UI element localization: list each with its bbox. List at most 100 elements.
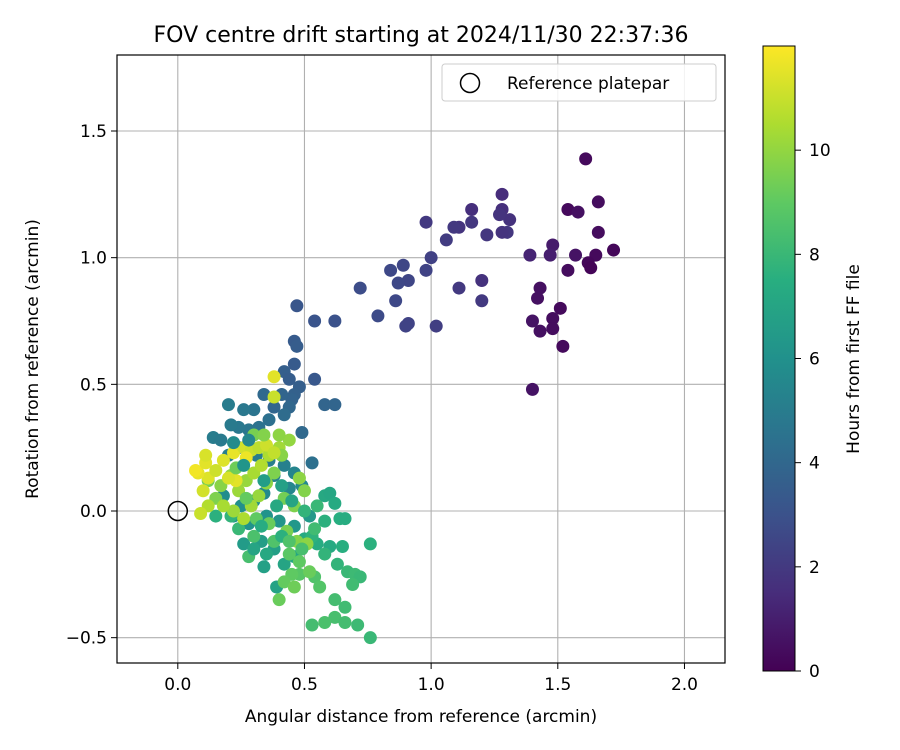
scatter-point: [275, 479, 289, 493]
plot-frame: [116, 54, 726, 664]
scatter-point: [363, 537, 377, 551]
y-tick-label: 0.5: [80, 375, 107, 395]
scatter-point: [452, 281, 466, 295]
scatter-point: [330, 557, 344, 571]
scatter-point: [247, 529, 261, 543]
scatter-point: [591, 195, 605, 209]
scatter-point: [318, 547, 332, 561]
scatter-point: [399, 319, 413, 333]
scatter-point: [465, 215, 479, 229]
scatter-point: [328, 314, 342, 328]
scatter-point: [591, 225, 605, 239]
scatter-point: [290, 339, 304, 353]
legend-box: [441, 63, 717, 102]
scatter-point: [371, 309, 385, 323]
scatter-point: [216, 499, 230, 513]
scatter-point: [254, 458, 268, 472]
scatter-point: [259, 547, 273, 561]
scatter-point: [424, 251, 438, 265]
scatter-point: [209, 509, 223, 523]
scatter-point: [267, 446, 281, 460]
colorbar-ticks: 0 2 4 6 8 10: [795, 141, 831, 682]
scatter-point: [525, 314, 539, 328]
colorbar-tick-label: 8: [809, 245, 820, 265]
scatter-point: [495, 225, 509, 239]
scatter-point: [214, 433, 228, 447]
scatter-point: [305, 618, 319, 632]
scatter-point: [396, 258, 410, 272]
scatter-point: [533, 324, 547, 338]
scatter-point: [308, 314, 322, 328]
x-tick-label: 1.0: [418, 675, 445, 695]
scatter-point: [335, 539, 349, 553]
scatter-point: [525, 382, 539, 396]
scatter-point: [232, 522, 246, 536]
scatter-point: [571, 205, 585, 219]
scatter-point: [310, 499, 324, 513]
scatter-point: [237, 458, 251, 472]
scatter-point: [262, 413, 276, 427]
scatter-point: [308, 522, 322, 536]
scatter-point: [447, 220, 461, 234]
scatter-point: [267, 466, 281, 480]
scatter-point: [328, 593, 342, 607]
x-axis-ticks: 0.0 0.5 1.0 1.5 2.0: [164, 663, 698, 695]
scatter-point: [475, 273, 489, 287]
scatter-point: [257, 387, 271, 401]
y-axis-ticks: −0.5 0.0 0.5 1.0 1.5: [66, 122, 117, 649]
scatter-point: [277, 408, 291, 422]
scatter-point: [297, 484, 311, 498]
scatter-point: [209, 463, 223, 477]
scatter-point: [194, 507, 208, 521]
scatter-point: [429, 319, 443, 333]
scatter-point: [221, 471, 235, 485]
scatter-point: [543, 248, 557, 262]
y-axis-label: Rotation from reference (arcmin): [23, 219, 43, 499]
scatter-point: [607, 243, 621, 257]
y-tick-label: −0.5: [66, 629, 107, 649]
scatter-point: [318, 615, 332, 629]
scatter-point: [237, 512, 251, 526]
scatter-point: [252, 489, 266, 503]
scatter-point: [384, 263, 398, 277]
scatter-point: [282, 433, 296, 447]
scatter-point: [503, 213, 517, 227]
scatter-point: [523, 248, 537, 262]
scatter-point: [546, 311, 560, 325]
colorbar: 0 2 4 6 8 10 Hours from first FF file: [762, 45, 864, 682]
scatter-point: [465, 203, 479, 217]
scatter-point: [579, 152, 593, 166]
scatter-point: [227, 504, 241, 518]
reference-point-marker: [167, 500, 189, 522]
scatter-point: [257, 428, 271, 442]
scatter-point: [227, 446, 241, 460]
colorbar-tick-label: 0: [809, 662, 820, 682]
scatter-point: [328, 610, 342, 624]
scatter-point: [237, 537, 251, 551]
scatter-point: [282, 372, 296, 386]
x-tick-label: 0.0: [164, 675, 191, 695]
y-tick-label: 1.0: [80, 249, 107, 269]
scatter-point: [277, 575, 291, 589]
scatter-point: [561, 203, 575, 217]
legend-marker-reference: [459, 72, 481, 94]
colorbar-tick-label: 6: [809, 350, 820, 370]
scatter-point: [480, 228, 494, 242]
colorbar-label: Hours from first FF file: [844, 264, 864, 454]
legend: Reference platepar: [441, 63, 717, 102]
scatter-point: [224, 418, 238, 432]
x-axis-label: Angular distance from reference (arcmin): [245, 707, 597, 727]
scatter-point: [267, 370, 281, 384]
scatter-point: [272, 514, 286, 528]
scatter-point: [267, 390, 281, 404]
scatter-points: [189, 152, 621, 645]
scatter-point: [297, 504, 311, 518]
scatter-point: [328, 496, 342, 510]
scatter-point: [277, 557, 291, 571]
scatter-point: [277, 458, 291, 472]
scatter-point: [561, 263, 575, 277]
y-tick-label: 0.0: [80, 502, 107, 522]
scatter-point: [318, 398, 332, 412]
scatter-point: [257, 560, 271, 574]
scatter-point: [493, 208, 507, 222]
